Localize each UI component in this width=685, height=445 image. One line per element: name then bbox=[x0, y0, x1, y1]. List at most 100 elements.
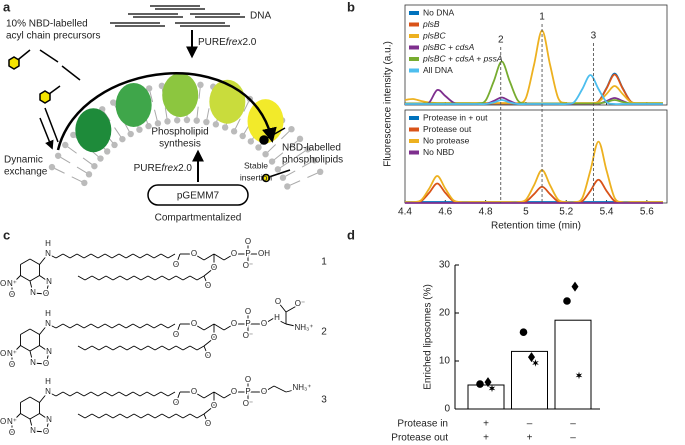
bond bbox=[193, 253, 205, 261]
atom-label: O bbox=[245, 237, 251, 246]
bond bbox=[39, 275, 50, 283]
bond bbox=[175, 345, 184, 351]
panel-label: b bbox=[347, 0, 355, 14]
atom-label: N⁺ bbox=[7, 417, 17, 426]
bond bbox=[45, 351, 50, 365]
atom-label: O bbox=[205, 281, 211, 290]
atom-label: O bbox=[205, 419, 211, 428]
bond bbox=[11, 275, 21, 285]
bond bbox=[76, 323, 85, 329]
point bbox=[519, 328, 528, 337]
bar bbox=[511, 350, 548, 410]
label: synthesis bbox=[159, 139, 201, 150]
lipid-head bbox=[127, 130, 134, 138]
lipid-head bbox=[91, 162, 98, 170]
bond bbox=[160, 253, 169, 259]
bond bbox=[167, 323, 176, 329]
atom-label: ⁻O bbox=[0, 349, 6, 358]
bond bbox=[203, 405, 215, 415]
condition-sign: – bbox=[570, 419, 576, 430]
series-line bbox=[404, 178, 663, 204]
atom-label: O bbox=[191, 249, 197, 258]
bond bbox=[147, 275, 156, 281]
bond bbox=[193, 391, 205, 399]
bond bbox=[111, 323, 120, 329]
bond bbox=[29, 413, 40, 420]
bond bbox=[285, 387, 303, 393]
legend-swatch bbox=[409, 34, 419, 38]
pure-prefix: PURE bbox=[134, 163, 162, 174]
pure-label: PUREfrex2.0 bbox=[134, 163, 193, 174]
bond bbox=[126, 413, 135, 419]
bond bbox=[133, 413, 142, 419]
bond bbox=[77, 345, 86, 351]
bond bbox=[77, 413, 86, 419]
lipid-head bbox=[262, 150, 269, 158]
y-tick-label: 0 bbox=[444, 404, 450, 415]
point bbox=[563, 297, 571, 305]
bond bbox=[11, 345, 21, 355]
legend-swatch bbox=[409, 68, 419, 73]
bond bbox=[168, 345, 177, 351]
panel-label: d bbox=[347, 227, 355, 242]
bond bbox=[29, 345, 40, 352]
atom-label: N bbox=[30, 288, 36, 297]
bond bbox=[125, 391, 134, 397]
bond bbox=[189, 413, 198, 419]
panel-c: HN⁻ON⁺ONONOOOOPOHOO⁻O1HN⁻ON⁺ONONOOOOPOOO… bbox=[0, 236, 327, 439]
bond bbox=[203, 267, 215, 277]
lipid-head bbox=[221, 124, 229, 131]
bond bbox=[29, 258, 40, 265]
lipid-head bbox=[145, 85, 153, 92]
atom-label: O⁻ bbox=[243, 261, 253, 270]
bond bbox=[119, 413, 128, 419]
lipid-head bbox=[279, 174, 287, 181]
series-line bbox=[404, 74, 663, 106]
legend-label: Protease in + out bbox=[423, 112, 488, 122]
atom-label: O bbox=[43, 289, 49, 298]
legend-label: plsB bbox=[422, 19, 440, 29]
bond bbox=[140, 275, 149, 281]
bond bbox=[29, 418, 34, 432]
bond bbox=[32, 430, 47, 433]
lipid-head bbox=[288, 125, 295, 133]
annotation: 1 bbox=[539, 12, 545, 23]
atom-label: N bbox=[46, 347, 52, 356]
pathway-arrow bbox=[56, 72, 277, 151]
bond bbox=[168, 413, 177, 419]
legend-swatch bbox=[409, 127, 419, 132]
bond bbox=[146, 391, 155, 397]
bond bbox=[111, 253, 120, 259]
bond bbox=[196, 345, 205, 351]
enzyme bbox=[75, 108, 112, 153]
bond bbox=[118, 391, 127, 397]
legend-swatch bbox=[409, 57, 419, 61]
bond bbox=[104, 323, 113, 329]
bond bbox=[111, 391, 120, 397]
legend-label: plsBC + cdsA bbox=[422, 42, 475, 52]
bond bbox=[84, 275, 93, 281]
atom-label: O bbox=[231, 319, 237, 328]
bond bbox=[32, 292, 47, 295]
atom-label: H bbox=[274, 313, 280, 322]
bond bbox=[263, 385, 275, 393]
label: Phospholipid bbox=[151, 127, 208, 138]
bond bbox=[39, 345, 50, 353]
lipid-head bbox=[154, 120, 162, 127]
annotation: 3 bbox=[591, 31, 597, 42]
lipid-head bbox=[317, 168, 324, 176]
enzyme bbox=[162, 73, 199, 118]
atom-label: ⁻O bbox=[0, 279, 6, 288]
bond bbox=[273, 317, 287, 325]
point bbox=[528, 352, 535, 363]
lipid-head bbox=[85, 171, 93, 178]
lipid-head bbox=[97, 155, 104, 162]
bond bbox=[105, 413, 114, 419]
atom-label: O bbox=[9, 290, 15, 299]
plasmid-box bbox=[147, 184, 249, 206]
atom-label: OH bbox=[258, 249, 270, 258]
atom-label: O bbox=[275, 297, 281, 306]
